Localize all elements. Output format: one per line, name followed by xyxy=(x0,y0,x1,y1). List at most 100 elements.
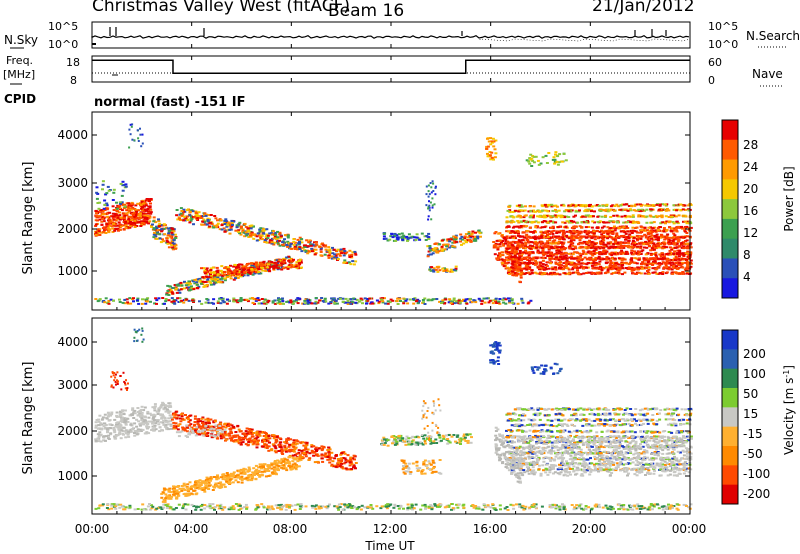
power-echo xyxy=(623,208,627,211)
power-echo xyxy=(566,236,570,239)
power-echo xyxy=(348,256,352,258)
power-echo xyxy=(524,249,528,252)
power-echo xyxy=(521,301,525,304)
power-echo xyxy=(562,241,566,244)
power-echo xyxy=(531,241,535,244)
power-echo xyxy=(421,299,425,301)
power-echo xyxy=(674,255,678,258)
power-echo xyxy=(664,262,668,265)
power-echo xyxy=(517,204,521,207)
power-echo xyxy=(571,220,575,223)
power-echo xyxy=(567,210,571,213)
power-echo xyxy=(216,300,220,303)
power-echo xyxy=(569,221,573,224)
power-echo xyxy=(542,245,546,248)
power-echo xyxy=(188,221,192,224)
power-echo xyxy=(176,218,180,221)
power-echo xyxy=(634,243,638,245)
power-echo xyxy=(354,260,358,263)
power-echo xyxy=(600,226,604,229)
power-echo xyxy=(148,205,152,208)
power-echo xyxy=(516,269,520,271)
power-echo xyxy=(121,212,125,215)
power-echo xyxy=(592,261,596,264)
power-echo xyxy=(108,218,112,221)
power-echo xyxy=(494,139,498,142)
power-echo xyxy=(509,235,513,238)
power-echo xyxy=(155,232,159,235)
power-echo xyxy=(547,273,550,276)
power-echo xyxy=(522,216,526,219)
power-echo xyxy=(429,182,432,184)
power-echo xyxy=(105,223,109,226)
power-echo xyxy=(216,276,220,279)
power-echo xyxy=(131,216,135,219)
power-echo xyxy=(605,205,609,207)
power-echo xyxy=(516,243,520,246)
power-echo xyxy=(298,236,302,239)
power-echo xyxy=(637,235,641,238)
power-echo xyxy=(152,228,156,231)
power-echo xyxy=(570,234,574,237)
power-echo xyxy=(343,261,347,264)
power-echo xyxy=(505,216,509,219)
power-echo xyxy=(506,259,510,261)
power-echo xyxy=(420,232,424,235)
power-echo xyxy=(238,221,242,224)
power-echo xyxy=(513,231,517,234)
power-echo xyxy=(679,236,683,239)
power-echo xyxy=(260,238,264,241)
power-echo xyxy=(275,264,279,267)
power-echo xyxy=(327,256,331,259)
power-echo xyxy=(549,254,552,257)
power-echo xyxy=(453,245,457,248)
power-echo xyxy=(563,210,567,213)
power-echo xyxy=(590,243,594,246)
power-echo xyxy=(570,209,574,212)
power-echo xyxy=(200,223,204,226)
power-echo xyxy=(674,262,678,265)
power-echo xyxy=(352,263,356,266)
power-echo xyxy=(562,252,565,255)
power-echo xyxy=(264,269,268,272)
power-echo xyxy=(257,234,261,237)
power-echo xyxy=(203,212,207,215)
power-echo xyxy=(180,210,184,212)
power-echo xyxy=(685,239,689,242)
power-echo xyxy=(292,243,296,246)
power-echo xyxy=(578,266,581,269)
power-echo xyxy=(682,242,686,245)
power-echo xyxy=(556,242,560,245)
power-echo xyxy=(602,267,606,270)
power-echo xyxy=(248,224,252,227)
power-echo xyxy=(117,229,120,232)
power-echo xyxy=(602,246,606,249)
power-echo xyxy=(667,268,671,271)
power-echo xyxy=(281,241,285,244)
power-echo xyxy=(647,226,651,229)
power-echo xyxy=(474,231,477,234)
power-echo xyxy=(590,237,594,240)
power-echo xyxy=(510,262,514,265)
power-echo xyxy=(101,183,105,186)
power-echo xyxy=(676,253,679,256)
power-echo xyxy=(454,238,458,241)
power-echo xyxy=(119,182,123,185)
power-echo xyxy=(678,249,682,252)
power-echo xyxy=(546,255,550,257)
power-echo xyxy=(630,249,634,252)
power-echo xyxy=(98,218,102,221)
power-echo xyxy=(180,214,184,217)
power-echo xyxy=(428,193,431,196)
power-echo xyxy=(654,229,658,232)
power-echo xyxy=(532,209,536,212)
power-echo xyxy=(407,237,411,240)
power-echo xyxy=(559,251,563,254)
power-echo xyxy=(606,241,610,244)
power-echo xyxy=(612,214,616,217)
power-echo xyxy=(676,258,680,261)
power-echo xyxy=(569,263,573,266)
power-echo xyxy=(543,203,547,206)
power-echo xyxy=(639,237,643,240)
power-echo xyxy=(124,213,127,216)
